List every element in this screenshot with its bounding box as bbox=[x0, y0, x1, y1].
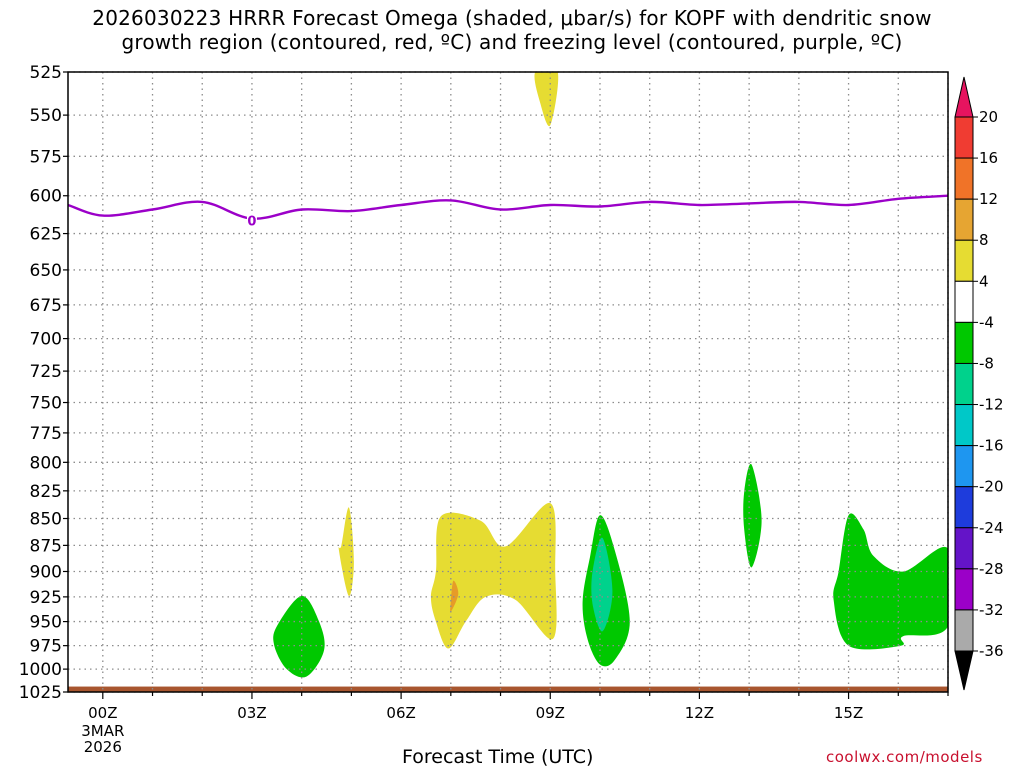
y-tick-label-1025: 1025 bbox=[19, 683, 62, 703]
contour-label-bg bbox=[246, 213, 257, 228]
colorbar-segment-11 bbox=[954, 527, 974, 570]
colorbar-segment-3 bbox=[954, 198, 974, 241]
y-tick-label-625: 625 bbox=[30, 225, 62, 245]
plot-border bbox=[67, 71, 949, 693]
x-tick-label-00Z: 00Z bbox=[88, 704, 117, 722]
omega-region-6 bbox=[591, 537, 613, 632]
freezing-level-label: 0 bbox=[247, 215, 256, 230]
colorbar-segment-7 bbox=[954, 362, 974, 406]
omega-region-9 bbox=[833, 513, 948, 650]
colorbar-segment-5 bbox=[954, 280, 974, 323]
y-tick-label-525: 525 bbox=[30, 63, 62, 83]
colorbar-label-2: 16 bbox=[979, 149, 998, 167]
colorbar-label-6: -4 bbox=[979, 313, 994, 331]
freezing-level-line bbox=[68, 194, 948, 220]
colorbar-label-11: -24 bbox=[979, 519, 1004, 537]
colorbar-label-13: -32 bbox=[979, 601, 1004, 619]
x-tick-label-06Z: 06Z bbox=[386, 704, 415, 722]
colorbar-label-5: 4 bbox=[979, 272, 989, 290]
y-axis: 525 550 575 600 625 650 675 700 725 750 775 800 825 8… bbox=[19, 63, 68, 703]
colorbar-label-3: 12 bbox=[979, 190, 998, 208]
colorbar-segment-2 bbox=[954, 157, 974, 200]
colorbar-segment-9 bbox=[954, 445, 974, 488]
ground-layer bbox=[68, 686, 948, 692]
title-line-1: 2026030223 HRRR Forecast Omega (shaded, … bbox=[92, 6, 932, 30]
omega-region-1 bbox=[534, 72, 559, 127]
colorbar-segment-10 bbox=[954, 486, 974, 529]
y-tick-label-825: 825 bbox=[30, 482, 62, 502]
colorbar-label-4: 8 bbox=[979, 231, 989, 249]
y-tick-label-550: 550 bbox=[30, 106, 62, 126]
title-line-2: growth region (contoured, red, ºC) and f… bbox=[121, 30, 903, 54]
omega-shading bbox=[273, 72, 948, 678]
y-tick-label-875: 875 bbox=[30, 536, 62, 556]
credit-link[interactable]: coolwx.com/models bbox=[826, 748, 983, 766]
colorbar-segment-13 bbox=[954, 609, 974, 652]
y-tick-label-575: 575 bbox=[30, 147, 62, 167]
y-tick-label-650: 650 bbox=[30, 261, 62, 281]
y-tick-label-725: 725 bbox=[30, 362, 62, 382]
chart-title: 2026030223 HRRR Forecast Omega (shaded, … bbox=[0, 6, 1024, 54]
colorbar-segment-8 bbox=[954, 404, 974, 447]
y-tick-label-950: 950 bbox=[30, 613, 62, 633]
x-tick-label-12Z: 12Z bbox=[685, 704, 714, 722]
colorbar-label-8: -12 bbox=[979, 396, 1004, 414]
omega-region-7 bbox=[743, 463, 762, 568]
colorbar-label-7: -8 bbox=[979, 354, 994, 372]
y-tick-label-925: 925 bbox=[30, 588, 62, 608]
colorbar-top-arrow bbox=[954, 76, 974, 118]
colorbar: 20 16 12 8 4 -4 -8 -12 -16 -20 -24 -28 -32 -36 bbox=[954, 76, 1004, 691]
y-tick-label-1000: 1000 bbox=[19, 660, 62, 680]
colorbar-segment-4 bbox=[954, 239, 974, 282]
omega-region-8 bbox=[273, 595, 325, 678]
colorbar-label-12: -28 bbox=[979, 560, 1004, 578]
x-axis-title: Forecast Time (UTC) bbox=[402, 746, 594, 768]
y-tick-label-800: 800 bbox=[30, 453, 62, 473]
plot-frame bbox=[67, 71, 949, 693]
x-tick-label-03Z: 03Z bbox=[237, 704, 266, 722]
ground-band bbox=[68, 686, 948, 692]
omega-region-3 bbox=[430, 502, 557, 649]
y-tick-label-900: 900 bbox=[30, 562, 62, 582]
y-tick-label-675: 675 bbox=[30, 296, 62, 316]
x-tick-label-09Z: 09Z bbox=[536, 704, 565, 722]
y-tick-label-850: 850 bbox=[30, 510, 62, 530]
y-tick-label-700: 700 bbox=[30, 330, 62, 350]
x-tick-sublabel-2: 2026 bbox=[84, 738, 122, 756]
colorbar-label-9: -16 bbox=[979, 437, 1004, 455]
colorbar-segment-6 bbox=[954, 321, 974, 364]
colorbar-label-1: 20 bbox=[979, 108, 998, 126]
y-tick-label-600: 600 bbox=[30, 187, 62, 207]
y-tick-label-775: 775 bbox=[30, 424, 62, 444]
x-tick-sublabel-1: 3MAR bbox=[81, 722, 124, 740]
colorbar-segment-1 bbox=[954, 116, 974, 159]
colorbar-label-14: -36 bbox=[979, 642, 1004, 660]
colorbar-segment-12 bbox=[954, 568, 974, 611]
grid-lines bbox=[68, 71, 949, 693]
colorbar-bottom-arrow bbox=[954, 650, 974, 691]
y-tick-label-750: 750 bbox=[30, 394, 62, 414]
freezing-level-contour: 0 bbox=[68, 194, 948, 230]
x-tick-label-15Z: 15Z bbox=[834, 704, 863, 722]
omega-region-2 bbox=[338, 507, 354, 596]
y-tick-label-975: 975 bbox=[30, 637, 62, 657]
colorbar-label-10: -20 bbox=[979, 478, 1004, 496]
